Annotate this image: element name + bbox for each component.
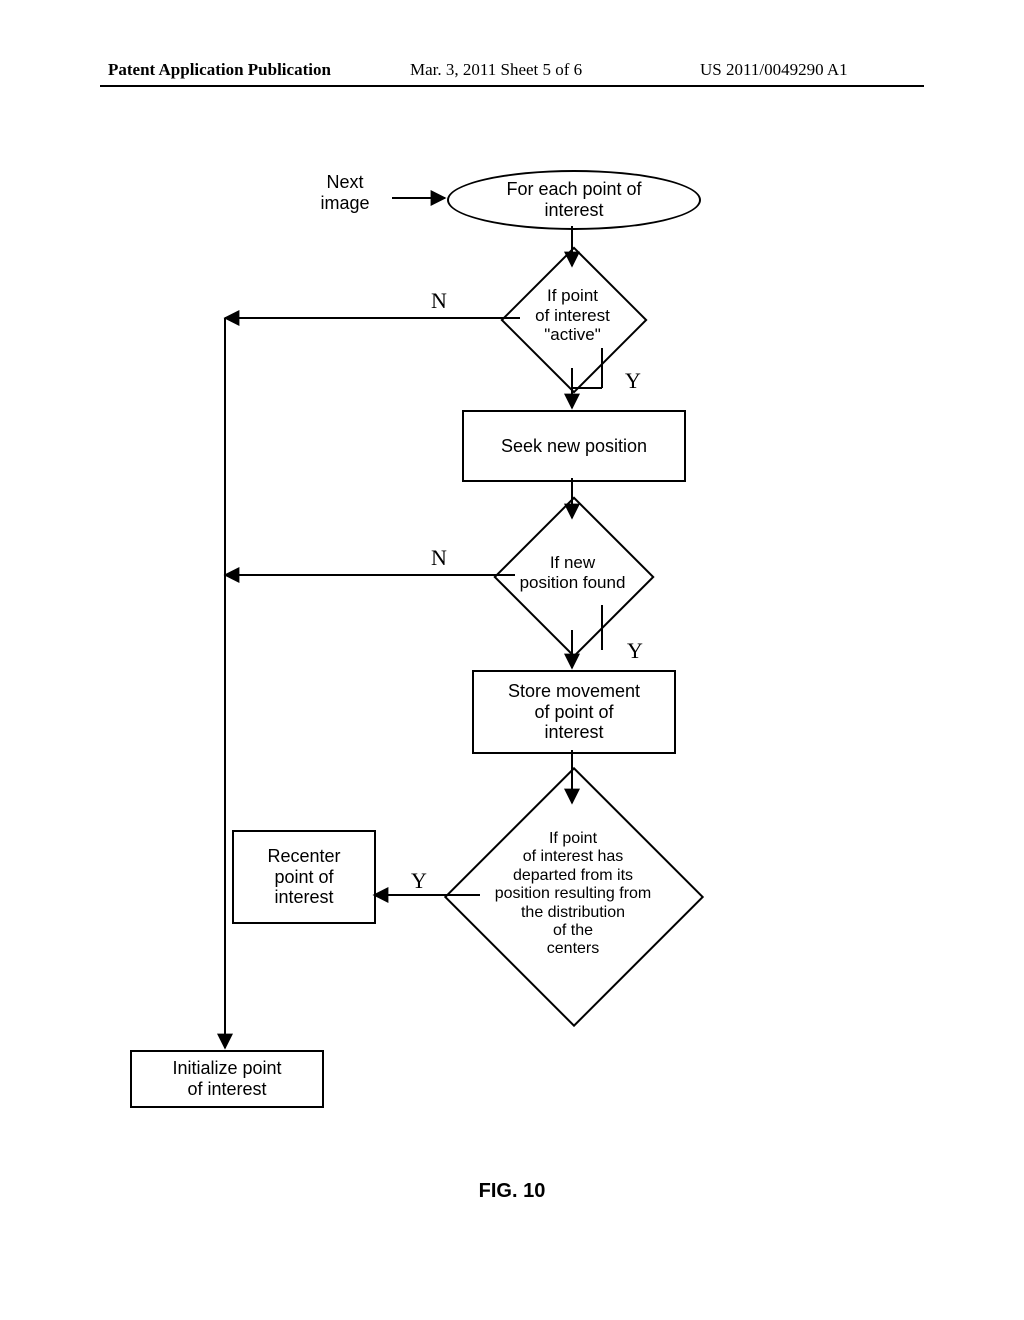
node-next-image: Nextimage <box>300 172 390 213</box>
header-right: US 2011/0049290 A1 <box>700 60 848 80</box>
node-label: Nextimage <box>320 172 369 213</box>
node-store: Store movementof point ofinterest <box>472 670 676 754</box>
header-center: Mar. 3, 2011 Sheet 5 of 6 <box>410 60 582 80</box>
edge-label-y1: Y <box>618 368 648 393</box>
node-label: If pointof interest"active" <box>500 286 645 345</box>
node-seek: Seek new position <box>462 410 686 482</box>
node-label: Recenterpoint ofinterest <box>267 846 340 908</box>
node-label: For each point ofinterest <box>506 179 641 220</box>
node-label: Initialize pointof interest <box>172 1058 281 1099</box>
node-label: If newposition found <box>500 553 645 592</box>
node-label: If pointof interest hasdeparted from its… <box>458 830 688 959</box>
node-recenter: Recenterpoint ofinterest <box>232 830 376 924</box>
flowchart-canvas: Nextimage For each point ofinterest If p… <box>0 150 1024 1150</box>
node-for-each: For each point ofinterest <box>447 170 701 230</box>
node-label: Seek new position <box>501 436 647 457</box>
edge-label-y2: Y <box>620 638 650 663</box>
edge-label-n1: N <box>424 288 454 313</box>
node-initialize: Initialize pointof interest <box>130 1050 324 1108</box>
node-label: Store movementof point ofinterest <box>508 681 640 743</box>
header-left: Patent Application Publication <box>108 60 331 80</box>
edge-label-n2: N <box>424 545 454 570</box>
edge-label-y3: Y <box>404 868 434 893</box>
figure-label: FIG. 10 <box>0 1180 1024 1203</box>
header-rule <box>100 85 924 87</box>
